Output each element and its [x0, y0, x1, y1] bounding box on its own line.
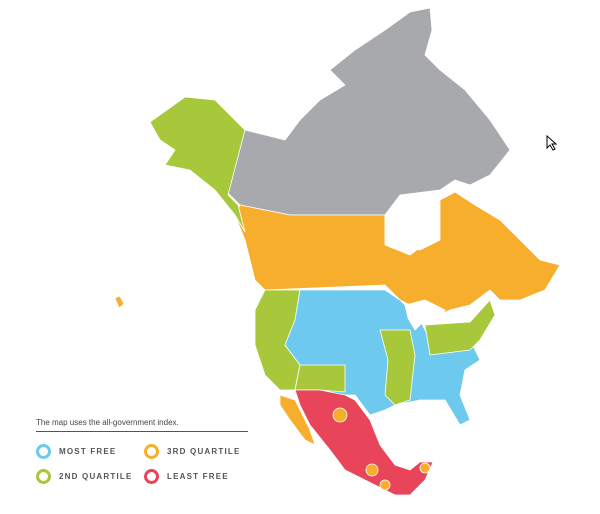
region-mexico	[294, 389, 434, 496]
hudson-bay	[384, 199, 441, 251]
legend-ring-icon	[144, 444, 159, 459]
region-alaska	[149, 96, 246, 233]
legend-note: The map uses the all-government index.	[36, 418, 248, 432]
legend-item-least-free: LEAST FREE	[144, 469, 248, 484]
legend-label: MOST FREE	[59, 447, 117, 456]
legend-item-most-free: MOST FREE	[36, 444, 144, 459]
legend-ring-icon	[144, 469, 159, 484]
legend-label: 2ND QUARTILE	[59, 472, 133, 481]
legend-ring-icon	[36, 469, 51, 484]
region-us-southwest	[294, 364, 346, 393]
region-hawaii	[114, 295, 125, 309]
region-mexico-state-orange	[419, 462, 431, 474]
legend-item-3rd-quartile: 3RD QUARTILE	[144, 444, 248, 459]
legend-ring-icon	[36, 444, 51, 459]
region-mexico-state-orange	[365, 463, 379, 477]
region-us-mississippi	[379, 329, 416, 406]
legend-item-2nd-quartile: 2ND QUARTILE	[36, 469, 144, 484]
region-canada-territories	[224, 7, 511, 216]
region-mexico-state-orange	[332, 407, 348, 423]
legend-label: LEAST FREE	[167, 472, 229, 481]
map-legend: The map uses the all-government index. M…	[36, 418, 248, 484]
region-mexico-state-orange	[379, 479, 391, 491]
legend-label: 3RD QUARTILE	[167, 447, 241, 456]
region-baja	[279, 394, 316, 446]
great-lakes	[404, 299, 446, 331]
region-us-northeast	[424, 299, 496, 356]
mouse-cursor-icon	[546, 135, 558, 151]
